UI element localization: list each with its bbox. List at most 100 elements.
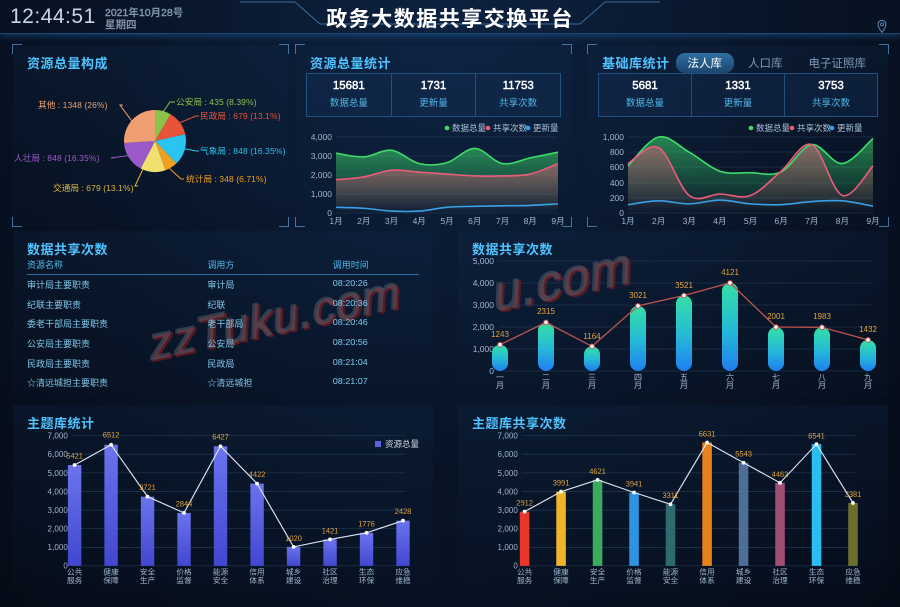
svg-text:3521: 3521 xyxy=(675,281,693,290)
svg-text:月: 月 xyxy=(588,381,596,390)
svg-text:6月: 6月 xyxy=(468,216,481,226)
svg-text:服务: 服务 xyxy=(517,575,533,585)
svg-text:生态: 生态 xyxy=(359,566,375,576)
svg-text:4,000: 4,000 xyxy=(473,278,495,288)
svg-text:1421: 1421 xyxy=(322,526,339,535)
svg-text:体系: 体系 xyxy=(699,575,715,585)
svg-text:安全: 安全 xyxy=(590,566,606,576)
svg-text:气象局 : 848 (16.35%): 气象局 : 848 (16.35%) xyxy=(200,145,286,156)
svg-text:人壮局 : 848 (16.35%): 人壮局 : 848 (16.35%) xyxy=(14,152,100,163)
svg-text:应急: 应急 xyxy=(395,566,411,576)
svg-text:4月: 4月 xyxy=(413,216,426,226)
svg-text:交通局 : 679 (13.1%): 交通局 : 679 (13.1%) xyxy=(53,182,134,193)
svg-text:7,000: 7,000 xyxy=(48,432,69,441)
svg-text:月: 月 xyxy=(496,381,504,390)
svg-text:月: 月 xyxy=(680,381,688,390)
svg-text:保障: 保障 xyxy=(103,575,119,585)
svg-text:数据总量: 数据总量 xyxy=(452,123,487,133)
svg-text:治理: 治理 xyxy=(772,575,788,585)
svg-text:7月: 7月 xyxy=(805,216,818,226)
svg-text:月: 月 xyxy=(542,381,550,390)
svg-text:价格: 价格 xyxy=(626,566,642,576)
svg-text:能源: 能源 xyxy=(663,566,679,576)
svg-text:3021: 3021 xyxy=(629,291,647,300)
svg-text:4,000: 4,000 xyxy=(311,132,333,142)
svg-text:4,000: 4,000 xyxy=(498,487,519,496)
svg-text:1776: 1776 xyxy=(358,520,375,529)
svg-text:2,000: 2,000 xyxy=(311,170,333,180)
svg-text:更新量: 更新量 xyxy=(533,123,559,133)
svg-text:5543: 5543 xyxy=(735,450,752,459)
svg-text:其他 : 1348 (26%): 其他 : 1348 (26%) xyxy=(38,99,108,110)
svg-text:社区: 社区 xyxy=(322,566,338,576)
svg-text:5月: 5月 xyxy=(744,216,757,226)
svg-text:价格: 价格 xyxy=(176,566,192,576)
svg-text:6541: 6541 xyxy=(808,432,825,441)
svg-text:应急: 应急 xyxy=(845,566,861,576)
svg-text:安全: 安全 xyxy=(140,566,156,576)
svg-text:8月: 8月 xyxy=(524,216,537,226)
svg-text:1983: 1983 xyxy=(813,312,831,321)
svg-text:体系: 体系 xyxy=(249,575,265,585)
svg-text:月: 月 xyxy=(818,381,826,390)
svg-text:7,000: 7,000 xyxy=(498,432,519,441)
svg-text:建设: 建设 xyxy=(736,575,752,585)
svg-text:7月: 7月 xyxy=(496,216,509,226)
svg-text:4463: 4463 xyxy=(772,470,789,479)
svg-text:信用: 信用 xyxy=(699,566,714,576)
svg-text:5,000: 5,000 xyxy=(498,469,519,478)
svg-text:监督: 监督 xyxy=(626,575,642,585)
svg-text:健康: 健康 xyxy=(103,566,119,576)
svg-text:1月: 1月 xyxy=(329,216,342,226)
svg-text:4月: 4月 xyxy=(713,216,726,226)
svg-text:城乡: 城乡 xyxy=(286,567,301,576)
svg-text:2912: 2912 xyxy=(516,499,533,508)
svg-text:更新量: 更新量 xyxy=(837,123,863,133)
svg-text:5,000: 5,000 xyxy=(473,256,495,266)
svg-text:3,000: 3,000 xyxy=(498,506,519,515)
svg-text:2,000: 2,000 xyxy=(498,524,519,533)
svg-text:4422: 4422 xyxy=(249,470,266,479)
svg-text:1,000: 1,000 xyxy=(603,132,625,142)
svg-text:社区: 社区 xyxy=(772,566,788,576)
svg-text:统计局 : 348 (6.71%): 统计局 : 348 (6.71%) xyxy=(186,173,267,184)
svg-text:1164: 1164 xyxy=(583,332,601,341)
svg-text:1,000: 1,000 xyxy=(498,543,519,552)
svg-text:环保: 环保 xyxy=(359,576,375,585)
svg-text:建设: 建设 xyxy=(286,575,302,585)
svg-text:1,000: 1,000 xyxy=(311,189,333,199)
svg-text:1月: 1月 xyxy=(621,216,634,226)
svg-text:8月: 8月 xyxy=(836,216,849,226)
svg-text:生产: 生产 xyxy=(140,575,156,585)
svg-text:4621: 4621 xyxy=(589,467,606,476)
svg-text:公安局 : 435 (8.39%): 公安局 : 435 (8.39%) xyxy=(176,96,257,107)
svg-text:月: 月 xyxy=(726,381,734,390)
svg-text:5月: 5月 xyxy=(440,216,453,226)
svg-text:6,000: 6,000 xyxy=(498,450,519,459)
svg-text:600: 600 xyxy=(610,162,624,172)
svg-text:2,000: 2,000 xyxy=(48,524,69,533)
svg-text:6631: 6631 xyxy=(699,430,716,439)
svg-text:6427: 6427 xyxy=(212,432,229,441)
svg-text:能源: 能源 xyxy=(213,566,229,576)
svg-text:3311: 3311 xyxy=(662,491,678,500)
svg-text:月: 月 xyxy=(864,381,872,390)
svg-text:月: 月 xyxy=(634,381,642,390)
svg-text:3,000: 3,000 xyxy=(311,151,333,161)
svg-text:3月: 3月 xyxy=(385,216,398,226)
svg-text:200: 200 xyxy=(610,193,624,203)
svg-text:月: 月 xyxy=(772,381,780,390)
svg-text:1,000: 1,000 xyxy=(48,543,69,552)
svg-text:6512: 6512 xyxy=(103,431,120,440)
svg-text:信用: 信用 xyxy=(249,566,264,576)
svg-text:民政局 : 679 (13.1%): 民政局 : 679 (13.1%) xyxy=(200,110,281,121)
svg-text:共享次数: 共享次数 xyxy=(797,123,832,133)
svg-text:6,000: 6,000 xyxy=(48,450,69,459)
svg-text:生产: 生产 xyxy=(590,575,606,585)
svg-text:安全: 安全 xyxy=(213,575,229,585)
svg-text:3941: 3941 xyxy=(626,479,643,488)
svg-text:治理: 治理 xyxy=(322,575,338,585)
svg-text:生态: 生态 xyxy=(809,566,825,576)
svg-text:3,000: 3,000 xyxy=(48,506,69,515)
svg-text:400: 400 xyxy=(610,178,624,188)
